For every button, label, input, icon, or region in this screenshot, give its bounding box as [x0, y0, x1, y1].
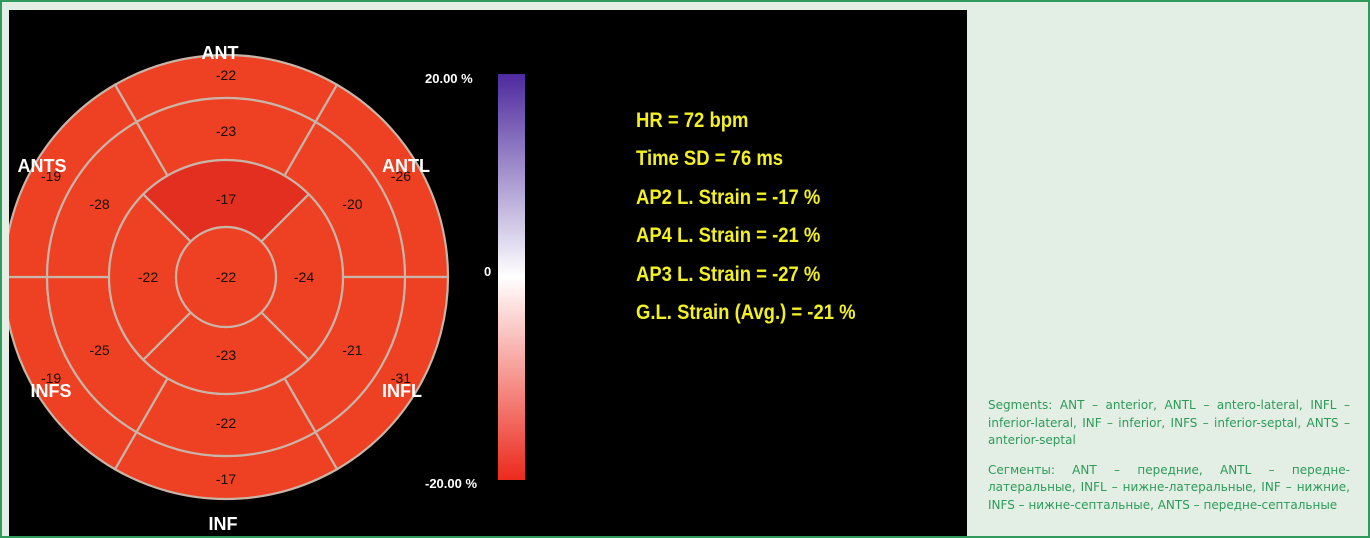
- value-apical-inf: -23: [216, 347, 236, 363]
- segment-legend: Segments: ANT – anterior, ANTL – antero-…: [988, 397, 1350, 526]
- value-basal-inf: -17: [216, 471, 236, 487]
- stat-time-sd: Time SD = 76 ms: [636, 147, 784, 171]
- scale-max-label: 20.00 %: [425, 71, 473, 86]
- value-mid-ants: -28: [89, 196, 109, 212]
- stat-ap3-strain: AP3 L. Strain = -27 %: [636, 262, 821, 286]
- label-inf: INF: [209, 514, 238, 534]
- value-basal-antl: -26: [391, 168, 411, 184]
- segment-apex: [174, 225, 278, 329]
- value-basal-infs: -19: [41, 370, 61, 386]
- label-ant: ANT: [202, 43, 239, 63]
- legend-english: Segments: ANT – anterior, ANTL – antero-…: [988, 398, 1350, 447]
- label-infs: INFS: [30, 381, 71, 401]
- color-scale-bar: [498, 74, 525, 480]
- legend-russian: Сегменты: ANT – передние, ANTL – передне…: [988, 462, 1350, 512]
- value-basal-ant: -22: [216, 67, 236, 83]
- label-antl: ANTL: [382, 156, 430, 176]
- segments-layer: [9, 53, 450, 501]
- value-mid-antl: -20: [342, 196, 362, 212]
- value-basal-infl: -31: [391, 370, 411, 386]
- value-apex: -22: [216, 269, 236, 285]
- stat-ap4-strain: AP4 L. Strain = -21 %: [636, 224, 821, 248]
- scale-min-label: -20.00 %: [425, 476, 477, 491]
- value-apical-sept: -22: [138, 269, 158, 285]
- stat-global-strain: G.L. Strain (Avg.) = -21 %: [636, 300, 856, 324]
- value-apical-ant: -17: [216, 191, 236, 207]
- value-mid-infs: -25: [89, 342, 109, 358]
- bullseye-diagram: -22 -26 -31 -17 -19 -19 -23 -20 -21 -22 -25 -28 -17 -…: [9, 43, 525, 534]
- value-mid-ant: -23: [216, 123, 236, 139]
- value-basal-ants: -19: [41, 168, 61, 184]
- label-ants: ANTS: [18, 156, 67, 176]
- strain-display-panel: -22 -26 -31 -17 -19 -19 -23 -20 -21 -22 -25 -28 -17 -…: [9, 10, 967, 536]
- segment-values: -22 -26 -31 -17 -19 -19 -23 -20 -21 -22 -25 -28 -17 -…: [41, 67, 411, 487]
- value-apical-lat: -24: [294, 269, 314, 285]
- label-infl: INFL: [382, 381, 422, 401]
- stat-hr: HR = 72 bpm: [636, 109, 749, 132]
- stat-ap2-strain: AP2 L. Strain = -17 %: [636, 185, 821, 209]
- value-mid-infl: -21: [342, 342, 362, 358]
- scale-zero-label: 0: [484, 264, 491, 279]
- value-mid-inf: -22: [216, 415, 236, 431]
- strain-stats: HR = 72 bpm Time SD = 76 ms AP2 L. Strai…: [636, 102, 886, 332]
